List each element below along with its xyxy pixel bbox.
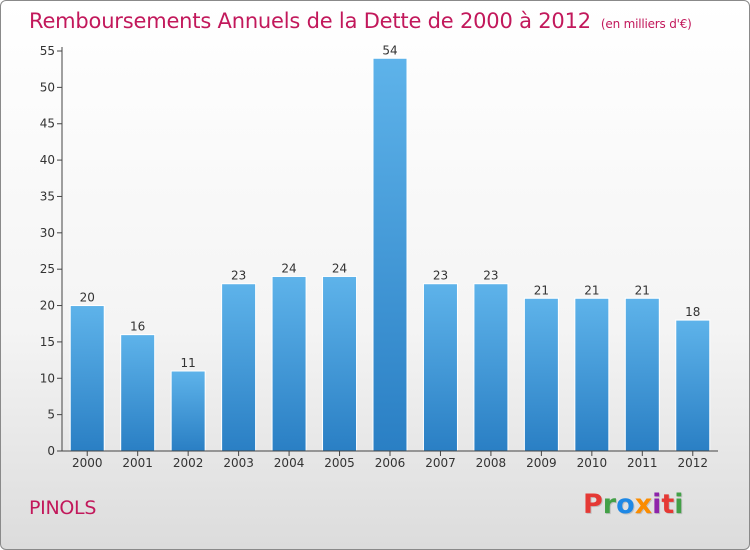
x-tick-label: 2001 — [122, 456, 153, 470]
bar — [120, 334, 156, 452]
logo-letter: x — [634, 489, 653, 520]
x-tick-label: 2005 — [324, 456, 355, 470]
y-tick-label: 55 — [40, 44, 55, 58]
x-axis: 2000 2001 2002 2003 2004 2005 2006 2007 2008 2009… — [62, 450, 718, 470]
y-tick-label: 0 — [47, 444, 55, 458]
proxiti-logo: Proxiti — [583, 489, 684, 520]
x-tick-label: 2003 — [223, 456, 254, 470]
logo-letter: o — [616, 489, 635, 520]
chart-unit: (en milliers d'€) — [600, 17, 692, 31]
y-tick-label: 40 — [40, 153, 55, 167]
bar — [322, 275, 358, 452]
x-tick-label: 2008 — [476, 456, 507, 470]
x-tick-label: 2000 — [72, 456, 103, 470]
bar-value-label: 54 — [382, 43, 397, 57]
bar-value-label: 18 — [685, 305, 700, 319]
bar — [523, 297, 559, 452]
x-tick-label: 2012 — [677, 456, 708, 470]
bar — [372, 57, 408, 452]
logo-letter: i — [674, 489, 684, 520]
bar-value-label: 16 — [130, 320, 145, 334]
bar-value-label: 23 — [231, 269, 246, 283]
x-tick-label: 2006 — [375, 456, 406, 470]
bar — [574, 297, 610, 452]
y-tick-label: 45 — [40, 117, 55, 131]
y-tick-label: 35 — [40, 189, 55, 203]
chart-title: Remboursements Annuels de la Dette de 20… — [29, 9, 692, 33]
y-tick-label: 50 — [40, 80, 55, 94]
x-tick-label: 2010 — [577, 456, 608, 470]
bar-value-label: 21 — [534, 283, 549, 297]
x-tick-label: 2011 — [627, 456, 658, 470]
bar-value-label: 21 — [584, 283, 599, 297]
bar — [69, 305, 105, 452]
bar-value-label: 23 — [483, 269, 498, 283]
bar-value-label: 21 — [635, 283, 650, 297]
logo-letter: t — [661, 489, 675, 520]
x-tick-label: 2007 — [425, 456, 456, 470]
y-tick-label: 5 — [47, 408, 55, 422]
logo-letter: r — [602, 489, 617, 520]
x-tick-label: 2002 — [173, 456, 204, 470]
bar — [170, 370, 206, 452]
bar — [473, 283, 509, 452]
x-tick-label: 2009 — [526, 456, 557, 470]
town-name: PINOLS — [29, 497, 97, 519]
y-tick-label: 25 — [40, 262, 55, 276]
bar-value-label: 11 — [181, 356, 196, 370]
logo-letter: P — [583, 489, 603, 520]
logo-letter: i — [652, 489, 662, 520]
bar — [624, 297, 660, 452]
bar — [422, 283, 458, 452]
y-tick-label: 10 — [40, 371, 55, 385]
bar — [675, 319, 711, 452]
y-tick-label: 15 — [40, 335, 55, 349]
bar — [271, 275, 307, 452]
y-tick-label: 20 — [40, 299, 55, 313]
bar-value-label: 24 — [332, 261, 347, 275]
y-tick-label: 30 — [40, 226, 55, 240]
chart-title-text: Remboursements Annuels de la Dette de 20… — [29, 9, 591, 33]
y-axis: 0 5 10 15 20 25 30 35 40 45 50 55 — [40, 44, 63, 458]
bar-value-label: 24 — [281, 261, 296, 275]
bar-value-label: 20 — [80, 291, 95, 305]
x-tick-label: 2004 — [274, 456, 305, 470]
bars: 20 16 11 23 24 24 54 23 23 21 21 21 18 — [69, 43, 711, 452]
bar-value-label: 23 — [433, 269, 448, 283]
bar — [221, 283, 257, 452]
